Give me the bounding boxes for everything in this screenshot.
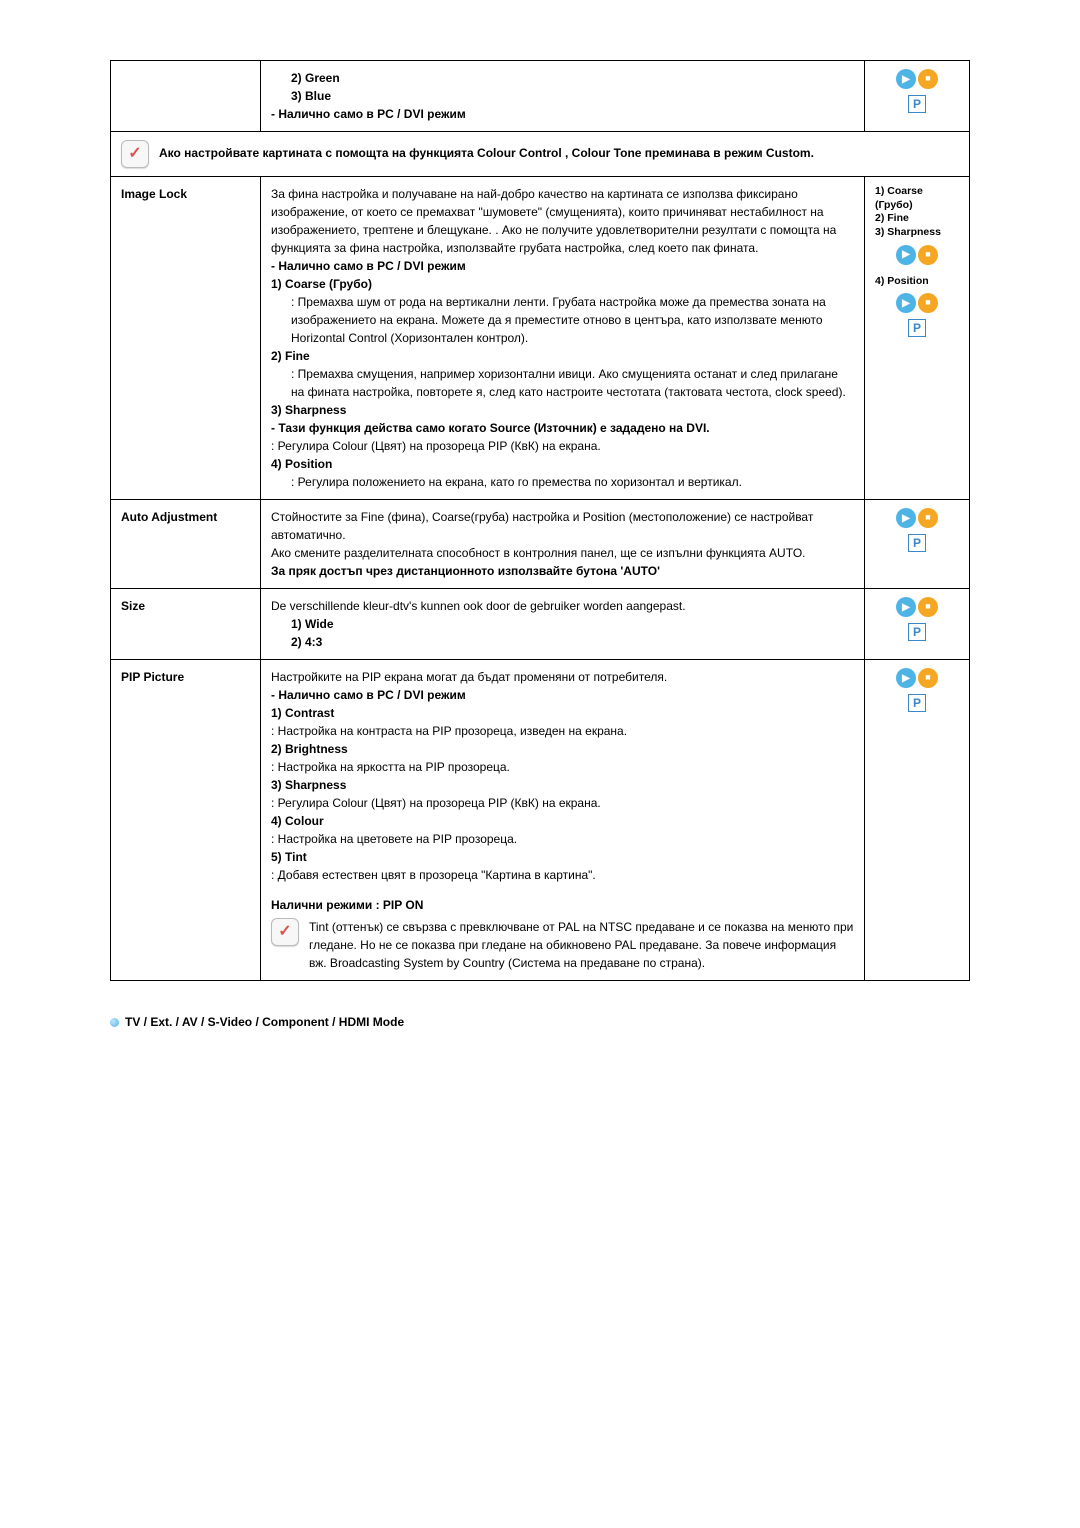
pip-h-bri: 2) Brightness	[271, 740, 854, 758]
p-icon: P	[908, 95, 926, 113]
pip-h-sharp: 3) Sharpness	[271, 776, 854, 794]
icons-auto-adj: P	[865, 500, 970, 589]
p-icon: P	[908, 534, 926, 552]
pip-h-tint: 5) Tint	[271, 848, 854, 866]
pip-note-text: Tint (оттенък) се свързва с превключване…	[309, 918, 854, 972]
row-size: Size De verschillende kleur-dtv's kunnen…	[111, 589, 970, 660]
pip-avail: - Налично само в PC / DVI режим	[271, 686, 854, 704]
row-custom-note: Ако настройвате картината с помощта на ф…	[111, 132, 970, 177]
check-icon	[271, 918, 299, 946]
aa-t2: Ако смените разделителната способност в …	[271, 544, 854, 562]
stop-icon	[918, 245, 938, 265]
icons-size: P	[865, 589, 970, 660]
stop-icon	[918, 597, 938, 617]
il-avail: - Налично само в PC / DVI режим	[271, 257, 854, 275]
label-pip: PIP Picture	[111, 660, 261, 981]
cell-green-blue: 2) Green 3) Blue - Налично само в PC / D…	[261, 61, 865, 132]
stop-icon	[918, 668, 938, 688]
pip-t-sharp: : Регулира Colour (Цвят) на прозореца PI…	[271, 794, 854, 812]
row-image-lock: Image Lock За фина настройка и получаван…	[111, 177, 970, 500]
p-icon: P	[908, 623, 926, 641]
play-icon	[896, 508, 916, 528]
size-wide: 1) Wide	[291, 615, 854, 633]
aa-t1: Стойностите за Fine (фина), Coarse(груба…	[271, 508, 854, 544]
il-h-coarse: 1) Coarse (Грубо)	[271, 275, 854, 293]
desc-size: De verschillende kleur-dtv's kunnen ook …	[261, 589, 865, 660]
opt-blue: 3) Blue	[291, 87, 854, 105]
il-t-sharp: : Регулира Colour (Цвят) на прозореца PI…	[271, 437, 854, 455]
row-pip: PIP Picture Настройките на PIP екрана мо…	[111, 660, 970, 981]
stop-icon	[918, 508, 938, 528]
play-icon	[896, 668, 916, 688]
il-t-coarse: : Премахва шум от рода на вертикални лен…	[291, 293, 854, 347]
icons-green-blue: P	[865, 61, 970, 132]
page-wrap: 2) Green 3) Blue - Налично само в PC / D…	[110, 60, 970, 1029]
stop-icon	[918, 69, 938, 89]
play-icon	[896, 69, 916, 89]
play-icon	[896, 597, 916, 617]
settings-table: 2) Green 3) Blue - Налично само в PC / D…	[110, 60, 970, 981]
il-intro: За фина настройка и получаване на най-до…	[271, 185, 854, 257]
desc-image-lock: За фина настройка и получаване на най-до…	[261, 177, 865, 500]
pip-h-con: 1) Contrast	[271, 704, 854, 722]
pip-t-con: : Настройка на контраста на PIP прозорец…	[271, 722, 854, 740]
bullet-icon	[110, 1018, 119, 1027]
label-size: Size	[111, 589, 261, 660]
opt-green: 2) Green	[291, 69, 854, 87]
footer-text: TV / Ext. / AV / S-Video / Component / H…	[125, 1015, 404, 1029]
row-green-blue: 2) Green 3) Blue - Налично само в PC / D…	[111, 61, 970, 132]
pip-modes: Налични режими : PIP ON	[271, 896, 854, 914]
icons-image-lock: 1) Coarse (Грубо) 2) Fine 3) Sharpness 4…	[865, 177, 970, 500]
desc-pip: Настройките на PIP екрана могат да бъдат…	[261, 660, 865, 981]
cell-custom-note: Ако настройвате картината с помощта на ф…	[111, 132, 970, 177]
label-image-lock: Image Lock	[111, 177, 261, 500]
footer-mode: TV / Ext. / AV / S-Video / Component / H…	[110, 1015, 970, 1029]
stop-icon	[918, 293, 938, 313]
pip-h-col: 4) Colour	[271, 812, 854, 830]
il-h-fine: 2) Fine	[271, 347, 854, 365]
cell-empty	[111, 61, 261, 132]
p-icon: P	[908, 319, 926, 337]
pip-t-bri: : Настройка на яркостта на PIP прозореца…	[271, 758, 854, 776]
play-icon	[896, 245, 916, 265]
pip-t-col: : Настройка на цветовете на PIP прозорец…	[271, 830, 854, 848]
il-side2: 4) Position	[875, 275, 959, 289]
desc-auto-adj: Стойностите за Fine (фина), Coarse(груба…	[261, 500, 865, 589]
pip-inner-note: Tint (оттенък) се свързва с превключване…	[271, 918, 854, 972]
icons-pip: P	[865, 660, 970, 981]
il-h-sharp: 3) Sharpness	[271, 401, 854, 419]
p-icon: P	[908, 694, 926, 712]
il-dvi-note: - Тази функция действа само когато Sourc…	[271, 419, 854, 437]
pip-t1: Настройките на PIP екрана могат да бъдат…	[271, 668, 854, 686]
check-icon-wrap	[121, 140, 149, 168]
il-side1: 1) Coarse (Грубо) 2) Fine 3) Sharpness	[875, 185, 959, 240]
il-t-fine: : Премахва смущения, например хоризонтал…	[291, 365, 854, 401]
il-h-pos: 4) Position	[271, 455, 854, 473]
availability-note: - Налично само в PC / DVI режим	[271, 105, 854, 123]
size-43: 2) 4:3	[291, 633, 854, 651]
il-t-pos: : Регулира положението на екрана, като г…	[291, 473, 854, 491]
check-icon	[121, 140, 149, 168]
pip-t-tint: : Добавя естествен цвят в прозореца "Кар…	[271, 866, 854, 884]
row-auto-adj: Auto Adjustment Стойностите за Fine (фин…	[111, 500, 970, 589]
size-t1: De verschillende kleur-dtv's kunnen ook …	[271, 597, 854, 615]
play-icon	[896, 293, 916, 313]
label-auto-adj: Auto Adjustment	[111, 500, 261, 589]
aa-t3: За пряк достъп чрез дистанционното изпол…	[271, 562, 854, 580]
custom-note-text: Ако настройвате картината с помощта на ф…	[159, 140, 814, 162]
